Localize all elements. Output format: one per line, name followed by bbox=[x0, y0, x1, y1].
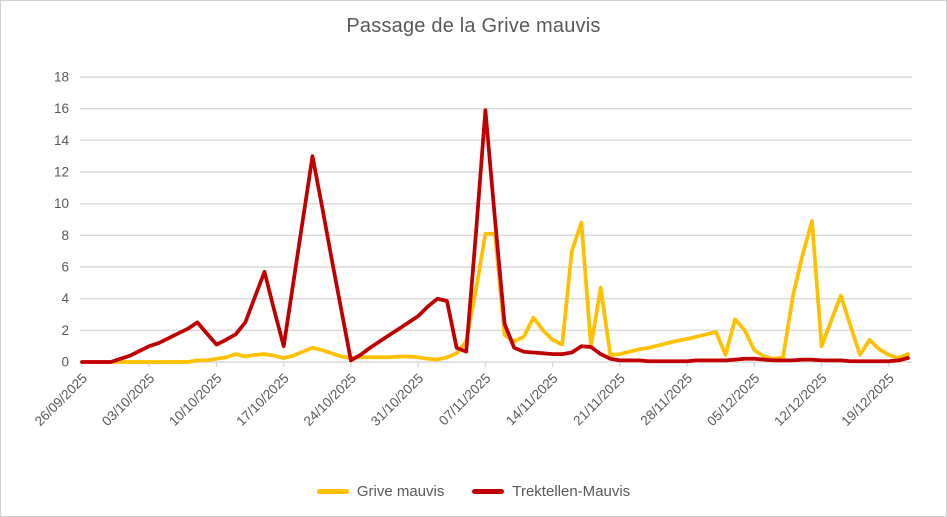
trektellen-mauvis-line-swatch-icon bbox=[472, 489, 505, 494]
x-axis-tick-label: 12/12/2025 bbox=[771, 371, 829, 429]
y-axis-tick-label-0: 0 bbox=[61, 355, 69, 370]
legend-item-grive-mauvis: Grive mauvis bbox=[316, 483, 445, 500]
x-axis-tick-label: 17/10/2025 bbox=[233, 371, 291, 429]
x-axis-tick-label: 10/10/2025 bbox=[166, 371, 224, 429]
chart-legend: Grive mauvis Trektellen-Mauvis bbox=[1, 483, 946, 500]
x-axis-tick-label: 07/11/2025 bbox=[436, 371, 494, 429]
y-axis-tick-label-18: 18 bbox=[54, 70, 69, 85]
x-axis-tick-label: 19/12/2025 bbox=[839, 371, 897, 429]
x-axis-tick-label: 03/10/2025 bbox=[99, 371, 157, 429]
legend-item-trektellen-mauvis: Trektellen-Mauvis bbox=[472, 483, 630, 500]
legend-label-trektellen-mauvis: Trektellen-Mauvis bbox=[512, 483, 631, 500]
legend-label-grive-mauvis: Grive mauvis bbox=[356, 483, 445, 500]
y-axis-tick-label-10: 10 bbox=[54, 196, 69, 211]
y-axis-tick-label-12: 12 bbox=[54, 165, 69, 180]
x-axis-tick-label: 21/11/2025 bbox=[570, 371, 628, 429]
y-axis-tick-label-4: 4 bbox=[61, 291, 69, 306]
x-axis-tick-label: 14/11/2025 bbox=[503, 371, 561, 429]
x-axis-tick-label: 24/10/2025 bbox=[301, 371, 359, 429]
y-axis-tick-label-8: 8 bbox=[61, 228, 69, 243]
x-axis-tick-label: 31/10/2025 bbox=[368, 371, 426, 429]
chart-title: Passage de la Grive mauvis bbox=[346, 15, 601, 37]
grive-mauvis-line-swatch-icon bbox=[316, 489, 349, 494]
y-axis-tick-label-16: 16 bbox=[54, 101, 69, 116]
y-axis-tick-label-6: 6 bbox=[61, 260, 69, 275]
series-line-trektellen-mauvis bbox=[80, 108, 910, 364]
x-axis-tick-label: 26/09/2025 bbox=[32, 371, 90, 429]
y-axis-tick-label-14: 14 bbox=[54, 133, 70, 148]
x-axis-tick-label: 28/11/2025 bbox=[638, 371, 696, 429]
x-axis-tick-label: 05/12/2025 bbox=[704, 371, 762, 429]
series-line-grive-mauvis bbox=[80, 219, 910, 364]
y-axis-tick-label-2: 2 bbox=[61, 323, 69, 338]
